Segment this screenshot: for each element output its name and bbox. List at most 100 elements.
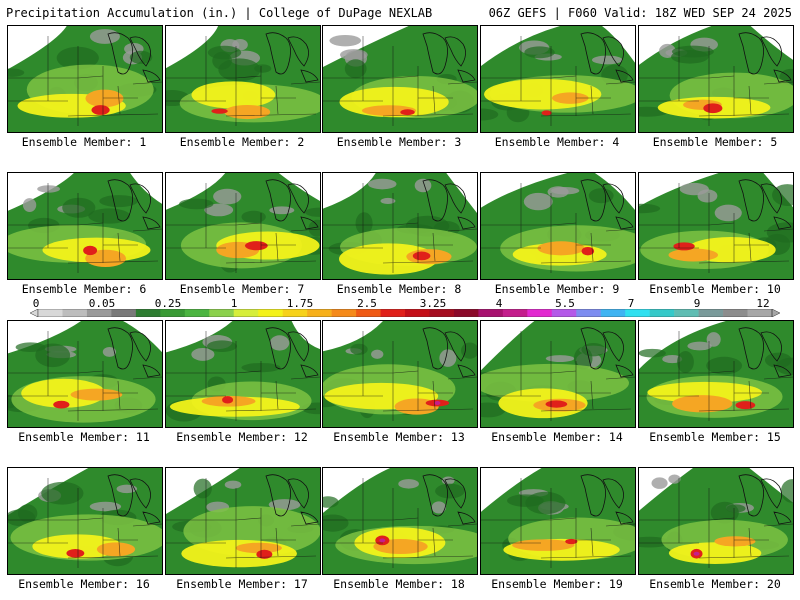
colorbar-tick-label: 7 bbox=[627, 297, 635, 310]
ensemble-member-label: Ensemble Member: 12 bbox=[176, 430, 308, 444]
colorbar-segment bbox=[86, 309, 112, 317]
great-lakes-outline bbox=[738, 327, 792, 378]
great-lakes-outline bbox=[422, 179, 476, 230]
precip-maximum bbox=[91, 105, 110, 115]
trace-precip-area bbox=[668, 474, 681, 484]
trace-precip-area bbox=[268, 499, 301, 511]
precip-map bbox=[481, 321, 635, 427]
precip-contour bbox=[323, 514, 349, 532]
colorbar-arrow-left bbox=[30, 309, 39, 317]
precip-contour bbox=[41, 481, 84, 505]
precip-contour bbox=[70, 388, 123, 401]
precip-maximum bbox=[545, 400, 568, 408]
precip-contour bbox=[62, 197, 96, 218]
colorbar-tick-label: 3.25 bbox=[419, 297, 447, 310]
precip-maximum bbox=[256, 549, 273, 559]
trace-precip-area bbox=[545, 355, 575, 363]
ensemble-member-label: Ensemble Member: 9 bbox=[494, 282, 620, 296]
ensemble-member-label: Ensemble Member: 5 bbox=[652, 135, 778, 149]
ensemble-member-label: Ensemble Member: 8 bbox=[336, 282, 462, 296]
precip-contour bbox=[525, 491, 566, 515]
precip-map bbox=[8, 26, 162, 132]
great-lakes-outline bbox=[265, 179, 319, 230]
ensemble-member-label: Ensemble Member: 4 bbox=[494, 135, 620, 149]
trace-precip-area bbox=[431, 501, 447, 514]
colorbar-segment bbox=[478, 309, 504, 317]
colorbar-tick-label: 9 bbox=[693, 297, 701, 310]
precip-contour bbox=[588, 188, 614, 204]
dry-area bbox=[639, 26, 712, 65]
precip-map bbox=[481, 26, 635, 132]
trace-precip-area bbox=[706, 332, 721, 347]
precip-contour bbox=[551, 92, 589, 104]
trace-precip-area bbox=[224, 480, 242, 489]
precip-contour bbox=[677, 350, 694, 374]
ensemble-map-panel bbox=[322, 25, 478, 133]
trace-precip-area bbox=[398, 479, 419, 489]
ensemble-map-panel bbox=[165, 467, 321, 575]
precip-map bbox=[166, 173, 320, 279]
trace-precip-area bbox=[591, 55, 623, 65]
colorbar-segment bbox=[331, 309, 357, 317]
colorbar-segment bbox=[380, 309, 406, 317]
ensemble-member-label: Ensemble Member: 10 bbox=[649, 282, 781, 296]
trace-precip-area bbox=[651, 477, 668, 489]
precip-contour bbox=[191, 81, 276, 109]
precip-contour bbox=[323, 496, 339, 508]
colorbar-arrow-right bbox=[771, 309, 780, 317]
colorbar-segment bbox=[62, 309, 88, 317]
precip-contour bbox=[671, 45, 714, 58]
trace-precip-area bbox=[191, 347, 215, 361]
trace-precip-area bbox=[37, 185, 60, 193]
great-lakes-outline bbox=[107, 32, 161, 83]
trace-precip-area bbox=[204, 203, 234, 217]
precip-contour bbox=[355, 212, 373, 235]
dry-area bbox=[639, 321, 726, 370]
precip-contour bbox=[218, 58, 261, 82]
dry-area bbox=[291, 321, 320, 350]
dry-area bbox=[639, 173, 719, 207]
ensemble-map-panel bbox=[638, 25, 794, 133]
dry-area bbox=[323, 173, 376, 209]
great-lakes-outline bbox=[107, 327, 161, 378]
precip-contour bbox=[85, 89, 124, 108]
colorbar-segment bbox=[527, 309, 553, 317]
ensemble-map-panel bbox=[322, 172, 478, 280]
colorbar-segment bbox=[649, 309, 675, 317]
precip-map bbox=[323, 321, 477, 427]
dry-area bbox=[481, 26, 560, 66]
trace-precip-area bbox=[340, 49, 368, 61]
colorbar-tick-label: 4 bbox=[495, 297, 503, 310]
colorbar-segment bbox=[209, 309, 235, 317]
state-borders bbox=[166, 331, 320, 421]
colorbar-segment bbox=[405, 309, 430, 317]
colorbar-tick-label: 1.75 bbox=[286, 297, 314, 310]
precip-contour bbox=[764, 352, 792, 368]
trace-precip-area bbox=[523, 192, 553, 211]
ensemble-member-label: Ensemble Member: 17 bbox=[176, 577, 308, 591]
great-lakes-outline bbox=[107, 179, 161, 230]
ensemble-map-panel bbox=[638, 172, 794, 280]
dry-area bbox=[323, 321, 383, 352]
precip-contour bbox=[668, 542, 762, 564]
great-lakes-outline bbox=[265, 327, 319, 378]
state-borders bbox=[323, 478, 477, 568]
dry-area bbox=[601, 26, 635, 63]
state-borders bbox=[481, 331, 635, 421]
state-borders bbox=[481, 36, 635, 126]
trace-precip-area bbox=[697, 189, 718, 203]
precip-maximum bbox=[434, 400, 441, 405]
colorbar-segment bbox=[356, 309, 381, 317]
dry-area bbox=[446, 173, 477, 213]
ensemble-map-panel bbox=[480, 320, 636, 428]
precip-maximum bbox=[400, 109, 415, 116]
precip-contour bbox=[235, 542, 282, 554]
precip-contour bbox=[35, 343, 71, 368]
precip-contour bbox=[639, 203, 661, 214]
trace-precip-area bbox=[102, 346, 117, 357]
great-lakes-outline bbox=[738, 474, 792, 525]
colorbar-segment bbox=[600, 309, 626, 317]
precip-maximum bbox=[541, 110, 552, 116]
trace-precip-area bbox=[551, 187, 580, 195]
dry-area bbox=[323, 468, 391, 513]
